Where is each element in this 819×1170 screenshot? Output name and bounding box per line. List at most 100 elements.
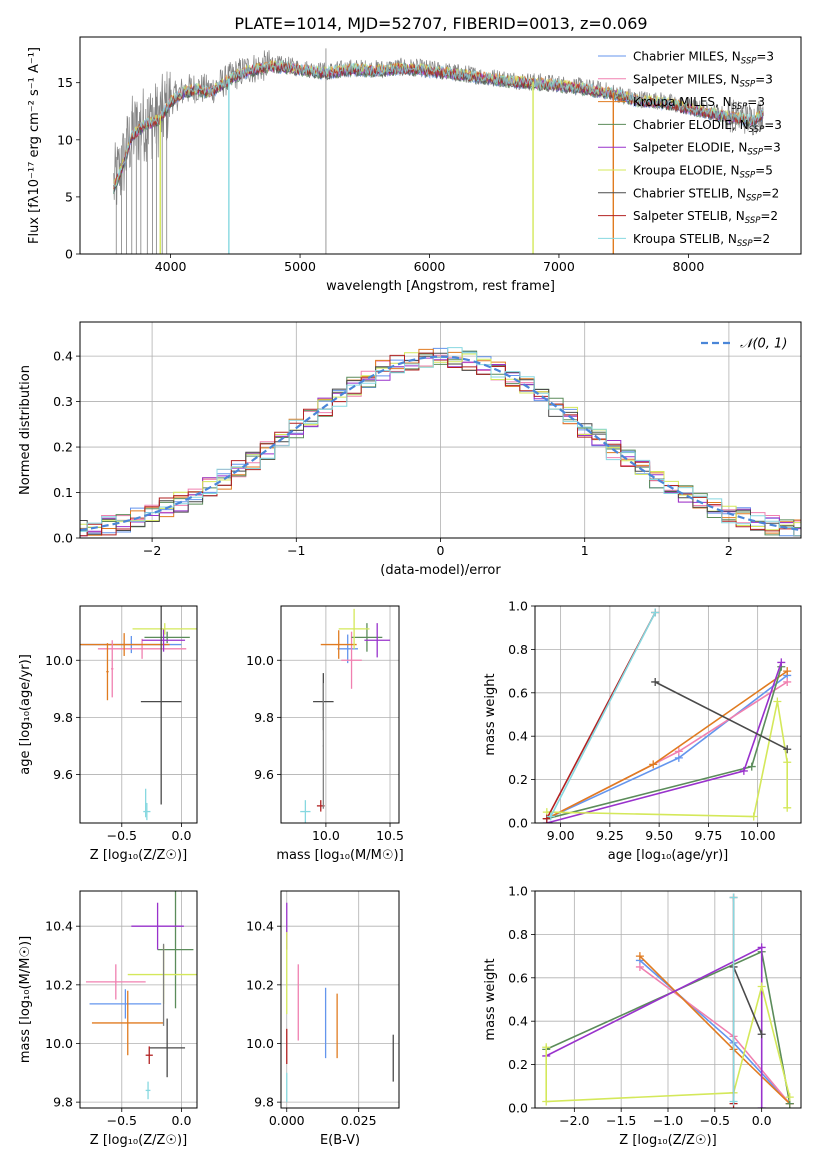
legend-label: Kroupa MILES, NSSP=3	[633, 95, 765, 112]
legend-label-tail: =3	[756, 50, 774, 64]
y-axis-label: Flux [fλ10⁻¹⁷ erg cm⁻² s⁻¹ A⁻¹]	[27, 47, 42, 244]
x-tick-label: −1	[287, 543, 305, 558]
errorbar-point	[364, 623, 391, 658]
x-tick-label: −0.5	[107, 828, 137, 843]
axes-mass_vs_ebv: 0.000 0.025 9.8 10.0 10.2 10.4 E(B-V)	[246, 890, 400, 1148]
plot-area	[542, 608, 792, 823]
mass-weight-point	[635, 952, 644, 961]
axes-frame	[534, 605, 802, 824]
y-tick-label: 0.0	[508, 816, 528, 831]
mass-weight-point	[757, 943, 766, 952]
errorbar-point	[162, 943, 165, 1026]
errorbar-point	[341, 631, 362, 689]
x-tick-label: 10.00	[740, 828, 776, 843]
axes-weight_vs_Z: −2.0 −1.5 −1.0 −0.5 0.0 0.0 0.2 0.4 0.6 0.8 1.0 Z […	[483, 884, 802, 1148]
x-tick-label: 0.000	[269, 1113, 305, 1128]
legend-label-tail: =5	[755, 164, 773, 178]
mass-weight-point	[783, 745, 792, 754]
mass-weight-point	[757, 1104, 766, 1108]
y-tick-label: 10.2	[45, 977, 73, 992]
errorbar-point	[322, 683, 324, 809]
x-tick-label: 2	[725, 543, 733, 558]
legend-label-tail: =2	[760, 209, 778, 223]
errorbar-point	[144, 631, 190, 644]
y-tick-label: 9.6	[254, 767, 274, 782]
legend-label-main: Chabrier STELIB, N	[633, 186, 746, 200]
mass-weight-point	[747, 762, 756, 771]
mass-weight-series-line	[550, 612, 656, 817]
legend-label: Salpeter ELODIE, NSSP=3	[633, 141, 781, 158]
axes-mass_vs_Z: −0.5 0.0 9.8 10.0 10.2 10.4 Z [log₁₀(Z/Z☉)] mas…	[18, 890, 198, 1148]
errorbar-point	[145, 1046, 153, 1065]
x-axis-label: (data-model)/error	[380, 563, 501, 578]
mass-weight-series-line	[546, 666, 783, 820]
x-axis-label: Z [log₁₀(Z/Z☉)]	[90, 848, 187, 863]
plot-area	[286, 902, 394, 1103]
y-tick-label: 15	[57, 75, 73, 90]
legend-label: Kroupa STELIB, NSSP=2	[633, 232, 770, 249]
y-tick-label: 10.4	[45, 919, 73, 934]
y-tick-label: 0.3	[53, 394, 73, 409]
errorbar-point	[337, 634, 358, 664]
y-tick-label: 0.6	[508, 970, 528, 985]
legend-label: Chabrier STELIB, NSSP=2	[633, 186, 779, 203]
plot-area	[113, 48, 764, 254]
mass-weight-point	[635, 962, 644, 971]
y-axis-label: Normed distribution	[18, 365, 33, 495]
x-tick-label: 10.0	[312, 828, 340, 843]
legend-label-sub: SSP	[741, 57, 757, 67]
legend-label-sub: SSP	[745, 216, 761, 226]
y-tick-label: 0.0	[508, 1101, 528, 1116]
errorbar-point	[97, 638, 187, 659]
mass-weight-point	[546, 812, 555, 821]
legend-label: Salpeter STELIB, NSSP=2	[633, 209, 778, 226]
y-tick-label: 0	[65, 247, 73, 262]
errorbar-point	[143, 803, 151, 821]
y-tick-label: 9.8	[254, 710, 274, 725]
figure-title: PLATE=1014, MJD=52707, FIBERID=0013, z=0…	[234, 14, 647, 33]
y-tick-label: 9.8	[53, 710, 73, 725]
x-tick-label: −1.5	[606, 1113, 636, 1128]
y-tick-label: 0.4	[508, 1014, 528, 1029]
legend-label-main: Kroupa MILES, N	[633, 95, 732, 109]
axes-age_vs_Z: −0.5 0.0 9.6 9.8 10.0 Z [log₁₀(Z/Z☉)] age [log…	[18, 605, 198, 863]
mass-weight-point	[674, 747, 683, 756]
plot-area	[80, 606, 197, 821]
y-tick-label: 10	[57, 132, 73, 147]
legend-label-sub: SSP	[737, 239, 753, 249]
errorbar-point	[80, 633, 170, 656]
y-tick-label: 10.4	[246, 919, 274, 934]
x-tick-label: 9.50	[645, 828, 673, 843]
x-tick-label: 0.0	[172, 828, 192, 843]
y-tick-label: 9.6	[53, 767, 73, 782]
errorbar-point	[89, 989, 162, 1019]
errorbar-point	[338, 608, 370, 649]
axes-frame	[79, 321, 802, 539]
plot-area	[80, 347, 801, 537]
x-axis-label: mass [log₁₀(M/M☉)]	[276, 848, 403, 863]
x-tick-label: 0.025	[341, 1113, 377, 1128]
y-tick-label: 5	[65, 189, 73, 204]
mass-weight-point	[757, 1030, 766, 1039]
mass-weight-series-line	[546, 670, 788, 820]
errorbar-point	[145, 788, 147, 818]
axes-frame	[280, 605, 400, 824]
legend-label-sub: SSP	[746, 193, 762, 203]
errorbar-point	[300, 800, 311, 823]
y-tick-label: 10.0	[246, 653, 274, 668]
gaussian-reference-line	[80, 355, 801, 532]
y-tick-label: 10.0	[45, 1036, 73, 1051]
errorbar-point	[145, 1081, 151, 1100]
errorbar-point	[91, 990, 164, 1056]
legend-label-main: Chabrier MILES, N	[633, 50, 741, 64]
x-axis-label: age [log₁₀(age/yr)]	[608, 848, 729, 863]
mass-weight-point	[783, 667, 792, 676]
plot-area	[300, 608, 391, 823]
mass-weight-point	[783, 677, 792, 686]
x-axis-label: E(B-V)	[320, 1133, 360, 1148]
axes-frame	[534, 890, 802, 1109]
legend-label-main: Kroupa STELIB, N	[633, 232, 737, 246]
mass-weight-point	[649, 760, 658, 769]
x-tick-label: −2.0	[559, 1113, 589, 1128]
y-tick-label: 0.0	[53, 531, 73, 546]
